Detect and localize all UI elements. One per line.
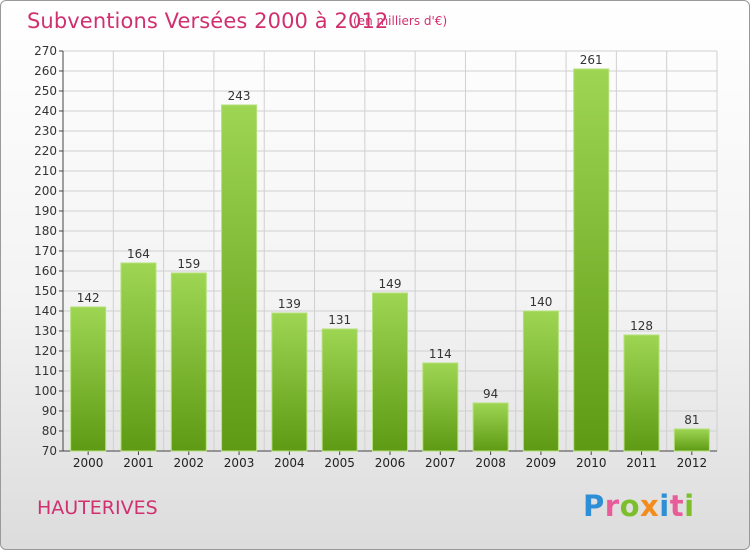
x-tick-label-2005: 2005 <box>324 456 355 470</box>
y-tick-label: 230 <box>34 124 57 138</box>
bar-2003 <box>221 104 258 452</box>
data-label-2012: 81 <box>684 413 699 427</box>
data-label-2001: 164 <box>127 247 150 261</box>
x-tick-label-2008: 2008 <box>475 456 506 470</box>
y-tick-label: 210 <box>34 164 57 178</box>
bar-2010 <box>573 68 610 452</box>
data-label-2003: 243 <box>228 89 251 103</box>
x-tick-label-2006: 2006 <box>375 456 406 470</box>
y-tick-label: 70 <box>42 444 57 458</box>
y-tick-label: 220 <box>34 144 57 158</box>
y-tick-label: 160 <box>34 264 57 278</box>
x-tick-label-2010: 2010 <box>576 456 607 470</box>
data-label-2000: 142 <box>77 291 100 305</box>
bar-2008 <box>472 402 509 452</box>
bar-2011 <box>623 334 660 452</box>
labels: 142 164 159 243 139 131 149 114 94 140 261 128 81 <box>77 53 700 427</box>
bar-2000 <box>70 306 107 452</box>
x-tick-label-2007: 2007 <box>425 456 456 470</box>
y-tick-label: 190 <box>34 204 57 218</box>
data-label-2011: 128 <box>630 319 653 333</box>
chart-subtitle: (en milliers d'€) <box>353 14 448 28</box>
y-tick-label: 130 <box>34 324 57 338</box>
bar-2009 <box>522 310 559 452</box>
y-tick-label: 200 <box>34 184 57 198</box>
data-label-2006: 149 <box>379 277 402 291</box>
bars <box>70 68 710 452</box>
x-tick-label-2011: 2011 <box>626 456 657 470</box>
y-tick-label: 90 <box>42 404 57 418</box>
chart-title: Subventions Versées 2000 à 2012 <box>27 9 389 33</box>
y-tick-label: 250 <box>34 84 57 98</box>
bar-2005 <box>321 328 358 452</box>
bar-2001 <box>120 262 157 452</box>
x-tick-label-2004: 2004 <box>274 456 305 470</box>
bar-2006 <box>372 292 408 452</box>
x-tick-label-2003: 2003 <box>224 456 255 470</box>
y-tick-label: 110 <box>34 364 57 378</box>
y-tick-label: 180 <box>34 224 57 238</box>
data-label-2002: 159 <box>177 257 200 271</box>
proxiti-logo[interactable]: Proxiti <box>583 489 695 523</box>
y-tick-label: 240 <box>34 104 57 118</box>
x-tick-label-2012: 2012 <box>677 456 708 470</box>
location-label: HAUTERIVES <box>37 497 158 519</box>
data-label-2009: 140 <box>529 295 552 309</box>
x-tick-label-2000: 2000 <box>73 456 104 470</box>
bar-2007 <box>422 362 459 452</box>
data-label-2007: 114 <box>429 347 452 361</box>
data-label-2008: 94 <box>483 387 498 401</box>
x-tick-label-2009: 2009 <box>526 456 557 470</box>
data-label-2010: 261 <box>580 53 603 67</box>
axes: 7080901001101201301401501601701801902002… <box>34 44 717 470</box>
bar-2012 <box>673 428 710 452</box>
y-tick-label: 80 <box>42 424 57 438</box>
y-tick-label: 270 <box>34 44 57 58</box>
bar-2002 <box>170 272 207 452</box>
bar-2004 <box>271 312 308 452</box>
x-tick-label-2001: 2001 <box>123 456 154 470</box>
x-tick-label-2002: 2002 <box>173 456 204 470</box>
y-tick-label: 140 <box>34 304 57 318</box>
y-tick-label: 260 <box>34 64 57 78</box>
y-tick-label: 120 <box>34 344 57 358</box>
y-tick-label: 100 <box>34 384 57 398</box>
data-label-2004: 139 <box>278 297 301 311</box>
data-label-2005: 131 <box>328 313 351 327</box>
y-tick-label: 150 <box>34 284 57 298</box>
y-tick-label: 170 <box>34 244 57 258</box>
